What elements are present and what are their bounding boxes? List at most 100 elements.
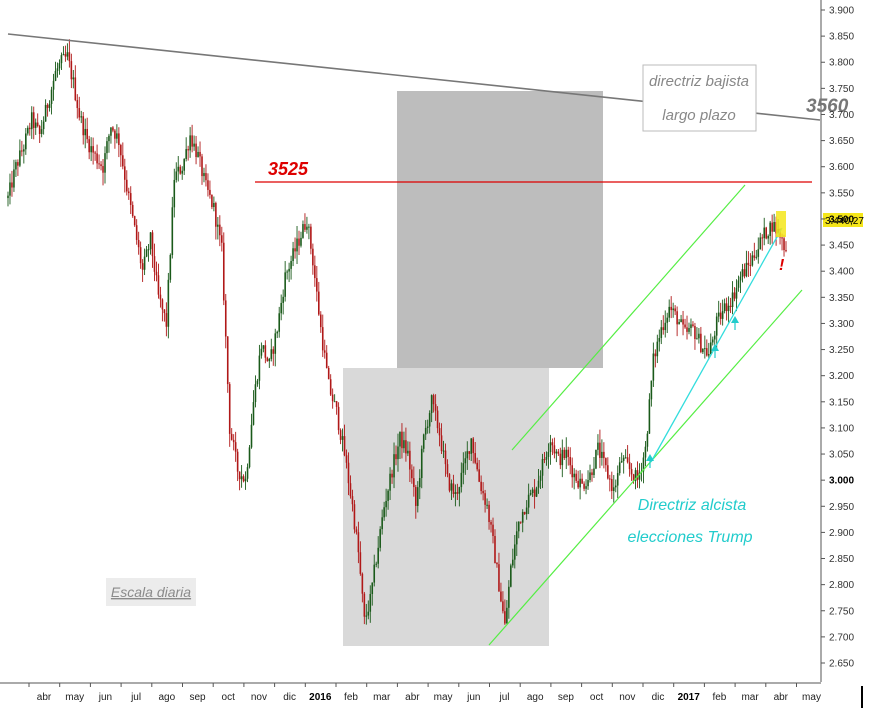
- candle-body: [389, 473, 391, 491]
- candle-body: [56, 68, 59, 71]
- candle-body: [448, 474, 451, 491]
- candle-body: [694, 326, 696, 339]
- x-tick-label: nov: [619, 692, 635, 703]
- candle-body: [329, 379, 332, 395]
- candle-body: [9, 182, 11, 196]
- x-tick-label: jun: [98, 692, 112, 703]
- candle-body: [769, 222, 771, 236]
- candle-body: [480, 481, 482, 492]
- x-tick-label: may: [65, 692, 84, 703]
- candle-body: [391, 473, 393, 478]
- candle-body: [379, 529, 381, 548]
- candle-body: [369, 593, 372, 612]
- candle-body: [698, 333, 700, 339]
- y-tick-labels: 3.900 3.850 3.800 3.750 3.700 3.650 3.600 3.550…: [821, 6, 854, 670]
- candle-body: [547, 452, 550, 457]
- candle-body: [420, 448, 423, 479]
- bearish-label-line1: directriz bajista: [649, 73, 749, 90]
- candle-body: [224, 300, 227, 337]
- candle-body: [199, 151, 201, 157]
- candle-body: [761, 237, 764, 239]
- candle-body: [696, 338, 698, 340]
- candle-body: [541, 459, 544, 476]
- candle-body: [232, 439, 235, 443]
- candle-body: [76, 100, 79, 109]
- candle-body: [567, 449, 570, 457]
- candle-body: [363, 593, 366, 617]
- candle-body: [753, 255, 756, 258]
- candle-body: [616, 473, 619, 486]
- candle-body: [442, 450, 445, 452]
- candle-body: [525, 507, 528, 515]
- y-tick-label: 3.200: [829, 371, 854, 382]
- candle-body: [565, 449, 568, 459]
- candle-body: [268, 358, 271, 362]
- candle-body: [108, 135, 110, 142]
- candle-body: [707, 354, 710, 356]
- candle-body: [715, 316, 718, 336]
- candle-body: [692, 324, 694, 327]
- candle-body: [159, 294, 162, 300]
- candle-body: [306, 226, 308, 230]
- candle-body: [438, 428, 441, 436]
- x-tick-label: sep: [189, 692, 206, 703]
- x-tick-label: may: [802, 692, 821, 703]
- candle-body: [581, 478, 583, 484]
- candle-body: [415, 487, 417, 506]
- candle-body: [672, 308, 674, 311]
- candle-body: [100, 164, 102, 167]
- level-3525-label: 3525: [268, 159, 309, 179]
- candle-body: [620, 460, 623, 463]
- candle-body: [316, 278, 318, 292]
- candle-body: [591, 472, 593, 476]
- candle-body: [496, 562, 498, 565]
- candle-body: [428, 413, 431, 427]
- candle-body: [163, 309, 166, 314]
- candle-body: [371, 582, 374, 594]
- candle-body: [222, 242, 225, 301]
- candle-body: [607, 465, 609, 479]
- candle-body: [464, 458, 467, 464]
- candle-body: [510, 565, 512, 587]
- candle-body: [318, 291, 320, 315]
- candle-body: [242, 476, 245, 482]
- candle-body: [745, 262, 748, 277]
- candle-body: [133, 216, 136, 226]
- candle-body: [622, 457, 625, 461]
- candle-body: [676, 311, 678, 325]
- candle-body: [274, 333, 277, 354]
- candle-body: [626, 457, 629, 463]
- candle-body: [195, 143, 197, 158]
- y-tick-label: 3.150: [829, 397, 854, 408]
- candle-body: [333, 401, 336, 403]
- candle-body: [549, 442, 552, 453]
- x-tick-label: mar: [741, 692, 759, 703]
- candle-body: [553, 445, 556, 454]
- candle-body: [179, 166, 182, 174]
- candle-body: [426, 426, 429, 428]
- x-tick-label: feb: [344, 692, 358, 703]
- highlight-zones: [343, 91, 603, 646]
- candle-body: [506, 607, 508, 624]
- candle-body: [84, 128, 87, 136]
- candle-body: [294, 248, 296, 252]
- y-tick-label: 2.950: [829, 502, 854, 513]
- candle-body: [555, 451, 558, 454]
- candle-body: [747, 262, 750, 265]
- candle-body: [688, 328, 690, 332]
- candle-body: [23, 149, 25, 152]
- candle-body: [177, 166, 180, 172]
- x-tick-label: abr: [37, 692, 52, 703]
- candle-body: [161, 299, 164, 310]
- candle-body: [7, 195, 9, 199]
- candle-body: [531, 489, 534, 493]
- candle-body: [127, 191, 130, 194]
- y-tick-label: 3.700: [829, 110, 854, 121]
- candle-body: [30, 112, 33, 130]
- candle-body: [375, 563, 378, 565]
- candle-body: [102, 166, 104, 173]
- annotations: directriz bajista largo plazo 3560 3525 …: [106, 64, 849, 606]
- y-tick-label: 2.750: [829, 606, 854, 617]
- candle-body: [763, 227, 766, 239]
- x-tick-label: mar: [373, 692, 391, 703]
